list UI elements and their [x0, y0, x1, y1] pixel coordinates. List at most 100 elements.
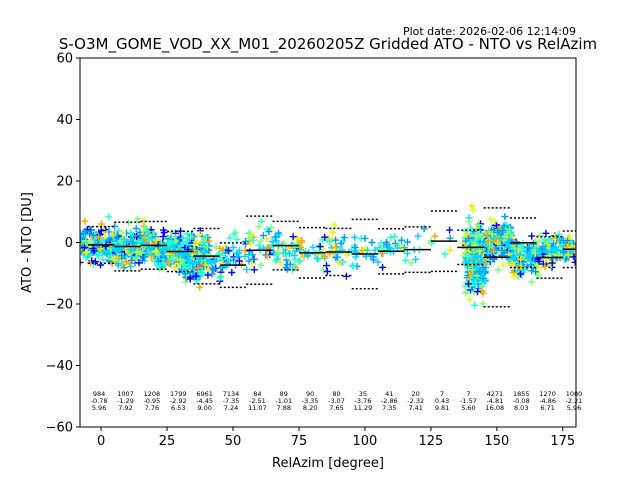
data-point: [348, 262, 356, 269]
data-point: [481, 268, 489, 276]
y-tick-label: 40: [56, 113, 73, 128]
data-point: [272, 233, 280, 241]
data-point: [272, 257, 280, 265]
data-point: [465, 280, 472, 288]
data-point: [109, 231, 117, 239]
data-point: [494, 239, 502, 247]
data-point: [222, 242, 230, 250]
x-tick-label: 100: [353, 434, 378, 449]
data-point: [164, 239, 172, 247]
data-point: [468, 266, 476, 274]
y-tick-label: 60: [56, 52, 73, 67]
data-point: [105, 213, 113, 221]
bin-std-label: 7.41: [408, 404, 422, 412]
plot-date: Plot date: 2026-02-06 12:14:09: [403, 25, 576, 38]
bin-count-label: 90: [306, 390, 314, 398]
bin-mean-label: -7.35: [223, 397, 240, 405]
data-point: [475, 221, 482, 229]
data-point: [182, 271, 190, 279]
y-axis: −60 −40 −20 0 20 40 60: [46, 52, 80, 436]
data-point: [539, 244, 547, 252]
bin-count-label: 20: [412, 390, 420, 398]
data-point: [479, 300, 487, 308]
data-point: [201, 249, 209, 256]
data-point: [479, 264, 487, 272]
data-point: [212, 243, 220, 251]
data-point: [152, 247, 160, 255]
data-point: [414, 232, 422, 240]
data-point: [215, 274, 223, 282]
data-point: [478, 235, 486, 243]
data-point: [248, 260, 256, 268]
bin-std-label: 5.96: [567, 404, 581, 412]
data-point: [326, 238, 334, 246]
data-point: [81, 244, 88, 251]
data-point: [289, 241, 297, 249]
bin-mean-label: -2.51: [249, 397, 266, 405]
data-point: [469, 206, 477, 214]
x-tick-label: 175: [550, 434, 575, 449]
data-point: [351, 244, 359, 252]
data-point: [80, 230, 87, 238]
data-point: [468, 250, 476, 258]
data-point: [407, 259, 415, 267]
data-point: [190, 241, 198, 248]
bin-std-label: 7.88: [277, 404, 291, 412]
data-point: [321, 233, 329, 241]
data-point: [86, 230, 94, 238]
data-point: [222, 262, 230, 270]
data-point: [291, 256, 299, 263]
data-point: [141, 253, 149, 261]
data-point: [272, 251, 280, 259]
x-tick-label: 25: [159, 434, 176, 449]
data-point: [186, 273, 194, 281]
data-point: [316, 243, 324, 251]
bin-annotations: 984-0.785.961007-1.297.921208-0.957.7617…: [91, 390, 583, 412]
data-point: [286, 260, 294, 268]
y-tick-label: 20: [56, 175, 73, 190]
data-point: [342, 272, 350, 280]
data-point: [555, 230, 563, 238]
data-point: [309, 243, 317, 251]
data-point: [462, 231, 470, 239]
data-point: [564, 236, 572, 244]
data-point: [499, 226, 506, 234]
bin-std-label: 7.92: [118, 404, 132, 412]
data-point: [528, 278, 536, 286]
data-point: [193, 277, 201, 285]
data-point: [311, 250, 319, 258]
bin-count-label: 41: [385, 390, 393, 398]
bin-mean-label: -3.07: [328, 397, 345, 405]
bin-count-label: 89: [280, 390, 288, 398]
data-point: [337, 258, 345, 266]
data-point: [323, 268, 331, 275]
data-point: [155, 258, 162, 266]
data-point: [135, 259, 143, 267]
bin-statistics-layer: [87, 207, 576, 308]
bin-mean-label: -2.86: [381, 397, 398, 405]
data-point: [513, 240, 521, 248]
data-point: [525, 253, 533, 260]
data-point: [296, 257, 304, 265]
data-point: [473, 272, 481, 280]
data-point: [181, 270, 189, 278]
data-point: [379, 263, 387, 271]
data-point: [265, 228, 273, 235]
data-point: [464, 262, 472, 270]
data-point: [528, 232, 536, 240]
data-point: [467, 230, 475, 238]
data-point: [541, 263, 549, 270]
data-point: [493, 221, 501, 229]
data-point: [132, 224, 140, 232]
data-point: [132, 253, 140, 261]
data-point: [250, 266, 258, 274]
data-point: [500, 222, 508, 230]
data-point: [233, 236, 241, 244]
data-point: [506, 225, 514, 233]
bin-count-label: 984: [93, 390, 105, 398]
data-point: [90, 231, 97, 239]
x-tick-label: 150: [484, 434, 509, 449]
data-point: [202, 233, 210, 241]
data-point: [114, 227, 122, 235]
data-point: [535, 248, 543, 256]
